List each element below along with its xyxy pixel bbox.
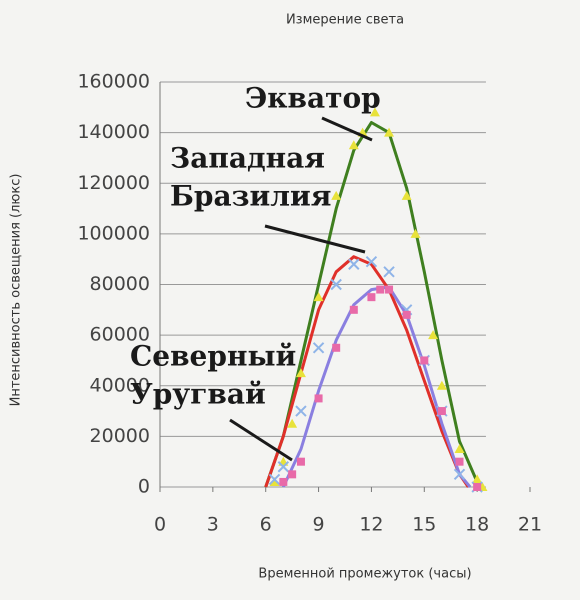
point [436, 380, 447, 390]
point [296, 457, 305, 466]
annotation-pointer [321, 116, 373, 142]
annotation: Уругвай [130, 378, 266, 411]
annotation: Северный [130, 340, 296, 373]
point [348, 258, 360, 270]
point [268, 473, 281, 486]
point [420, 356, 429, 365]
point [287, 418, 298, 428]
y-tick-label: 160000 [77, 71, 150, 93]
point [277, 461, 290, 473]
point [472, 474, 483, 484]
fit-line [264, 121, 479, 488]
point [367, 293, 376, 302]
point [313, 292, 324, 302]
point [410, 228, 421, 238]
y-tick-label: 60000 [90, 324, 150, 346]
x-tick-label: 0 [154, 514, 166, 536]
point [455, 457, 464, 466]
point [269, 476, 280, 486]
x-tick-label: 15 [412, 514, 436, 536]
point [312, 342, 325, 354]
point [384, 127, 395, 137]
y-tick-label: 140000 [77, 121, 150, 143]
point [295, 405, 307, 417]
point [473, 483, 482, 491]
point [402, 310, 411, 319]
x-tick-label: 12 [359, 514, 383, 536]
annotation-pointer [264, 224, 366, 254]
y-tick-label: 0 [138, 476, 150, 498]
point [314, 394, 323, 403]
annotation: Экватор [245, 82, 381, 115]
x-tick-label: 9 [313, 514, 325, 536]
x-axis-label: Временной промежуток (часы) [258, 567, 471, 582]
point [332, 343, 341, 352]
y-tick-label: 20000 [90, 425, 150, 447]
y-tick-label: 100000 [77, 222, 150, 244]
point [385, 285, 394, 294]
point [365, 256, 378, 268]
point [376, 285, 385, 294]
point [330, 278, 342, 291]
point [331, 190, 342, 200]
point [401, 190, 412, 200]
y-tick-label: 40000 [90, 374, 150, 396]
point [454, 444, 465, 454]
y-tick-label: 80000 [90, 273, 150, 295]
point [428, 330, 439, 340]
annotation-pointer [229, 418, 293, 462]
x-tick-label: 6 [260, 514, 272, 536]
x-tick-label: 3 [207, 514, 219, 536]
point [348, 140, 359, 150]
point [453, 468, 466, 481]
y-tick-label: 120000 [77, 172, 150, 194]
annotation: Западная [170, 142, 325, 175]
point [349, 305, 358, 314]
chart-title: Измерение света [286, 13, 404, 28]
point [437, 407, 446, 416]
point [369, 107, 380, 117]
y-axis-label: Интенсивность освещения (люкс) [9, 174, 24, 407]
point [295, 368, 306, 378]
point [288, 470, 297, 479]
annotation: Бразилия [170, 180, 331, 213]
x-tick-label: 18 [465, 514, 489, 536]
x-tick-label: 21 [518, 514, 542, 536]
point [383, 266, 395, 278]
point [279, 477, 288, 486]
